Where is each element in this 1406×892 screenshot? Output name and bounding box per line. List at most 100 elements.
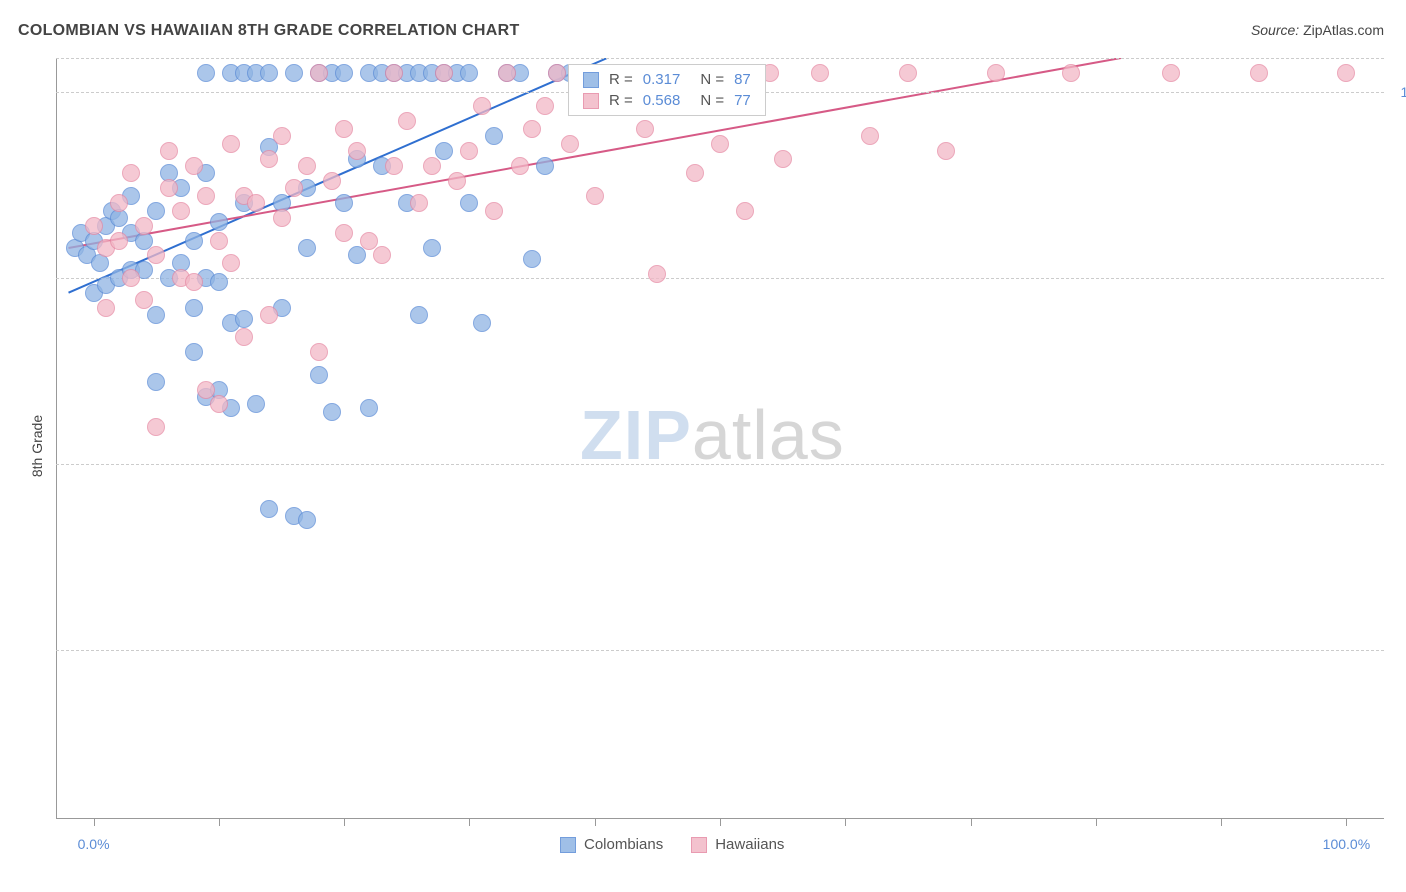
x-tick bbox=[94, 818, 95, 826]
scatter-point-hawaiians bbox=[987, 64, 1005, 82]
x-tick bbox=[1346, 818, 1347, 826]
x-tick bbox=[219, 818, 220, 826]
scatter-point-hawaiians bbox=[1337, 64, 1355, 82]
scatter-point-hawaiians bbox=[97, 299, 115, 317]
scatter-point-hawaiians bbox=[122, 164, 140, 182]
scatter-point-colombians bbox=[147, 373, 165, 391]
trend-lines-layer bbox=[56, 58, 1384, 818]
scatter-point-colombians bbox=[335, 64, 353, 82]
scatter-point-hawaiians bbox=[147, 246, 165, 264]
scatter-point-hawaiians bbox=[460, 142, 478, 160]
scatter-point-hawaiians bbox=[235, 328, 253, 346]
scatter-point-hawaiians bbox=[423, 157, 441, 175]
scatter-point-hawaiians bbox=[774, 150, 792, 168]
scatter-point-hawaiians bbox=[135, 291, 153, 309]
y-tick-label: 90.0% bbox=[1388, 456, 1406, 472]
scatter-point-hawaiians bbox=[273, 127, 291, 145]
scatter-point-hawaiians bbox=[1250, 64, 1268, 82]
scatter-point-hawaiians bbox=[523, 120, 541, 138]
scatter-point-hawaiians bbox=[586, 187, 604, 205]
y-axis-line bbox=[56, 58, 57, 818]
scatter-point-hawaiians bbox=[210, 232, 228, 250]
scatter-point-hawaiians bbox=[222, 135, 240, 153]
gridline bbox=[56, 278, 1384, 279]
scatter-point-colombians bbox=[285, 64, 303, 82]
scatter-point-hawaiians bbox=[197, 187, 215, 205]
x-tick bbox=[469, 818, 470, 826]
scatter-point-colombians bbox=[536, 157, 554, 175]
watermark: ZIPatlas bbox=[580, 395, 845, 475]
legend: Colombians Hawaiians bbox=[560, 836, 784, 853]
scatter-point-colombians bbox=[210, 213, 228, 231]
x-tick-label: 0.0% bbox=[78, 836, 110, 852]
plot-area: 85.0%90.0%95.0%100.0%0.0%100.0%ZIPatlasR… bbox=[56, 58, 1384, 818]
scatter-point-hawaiians bbox=[335, 120, 353, 138]
scatter-point-hawaiians bbox=[110, 232, 128, 250]
scatter-point-hawaiians bbox=[648, 265, 666, 283]
scatter-point-colombians bbox=[323, 403, 341, 421]
scatter-point-hawaiians bbox=[511, 157, 529, 175]
x-tick bbox=[720, 818, 721, 826]
scatter-point-colombians bbox=[485, 127, 503, 145]
scatter-point-hawaiians bbox=[899, 64, 917, 82]
scatter-point-hawaiians bbox=[636, 120, 654, 138]
source-text: ZipAtlas.com bbox=[1303, 22, 1384, 38]
scatter-point-colombians bbox=[147, 202, 165, 220]
scatter-point-hawaiians bbox=[260, 150, 278, 168]
legend-label: Colombians bbox=[584, 836, 663, 853]
scatter-point-colombians bbox=[147, 306, 165, 324]
scatter-point-hawaiians bbox=[160, 179, 178, 197]
x-tick bbox=[1096, 818, 1097, 826]
chart-title: COLOMBIAN VS HAWAIIAN 8TH GRADE CORRELAT… bbox=[18, 22, 520, 40]
scatter-point-hawaiians bbox=[385, 157, 403, 175]
stats-box: R =0.317N =87R =0.568N =77 bbox=[568, 64, 766, 116]
scatter-point-hawaiians bbox=[1062, 64, 1080, 82]
scatter-point-hawaiians bbox=[310, 343, 328, 361]
scatter-point-hawaiians bbox=[147, 418, 165, 436]
stats-row-colombians: R =0.317N =87 bbox=[569, 69, 765, 90]
legend-swatch-colombians bbox=[583, 72, 599, 88]
legend-label: Hawaiians bbox=[715, 836, 784, 853]
scatter-point-colombians bbox=[210, 273, 228, 291]
stats-r-label: R = bbox=[609, 71, 633, 88]
stats-r-label: R = bbox=[609, 92, 633, 109]
scatter-point-hawaiians bbox=[122, 269, 140, 287]
y-axis-label: 8th Grade bbox=[29, 415, 45, 477]
scatter-point-colombians bbox=[298, 239, 316, 257]
gridline bbox=[56, 58, 1384, 59]
scatter-point-colombians bbox=[260, 64, 278, 82]
scatter-point-hawaiians bbox=[323, 172, 341, 190]
scatter-point-hawaiians bbox=[185, 273, 203, 291]
scatter-point-hawaiians bbox=[561, 135, 579, 153]
legend-item-hawaiians: Hawaiians bbox=[691, 836, 784, 853]
scatter-point-hawaiians bbox=[473, 97, 491, 115]
gridline bbox=[56, 650, 1384, 651]
legend-swatch-hawaiians bbox=[583, 93, 599, 109]
scatter-point-colombians bbox=[423, 239, 441, 257]
scatter-point-hawaiians bbox=[160, 142, 178, 160]
scatter-point-hawaiians bbox=[448, 172, 466, 190]
scatter-point-colombians bbox=[185, 232, 203, 250]
y-tick-label: 100.0% bbox=[1388, 84, 1406, 100]
chart-container: COLOMBIAN VS HAWAIIAN 8TH GRADE CORRELAT… bbox=[0, 0, 1406, 892]
scatter-point-hawaiians bbox=[937, 142, 955, 160]
scatter-point-hawaiians bbox=[536, 97, 554, 115]
x-tick-label: 100.0% bbox=[1323, 836, 1370, 852]
scatter-point-hawaiians bbox=[298, 157, 316, 175]
scatter-point-colombians bbox=[410, 306, 428, 324]
scatter-point-colombians bbox=[473, 314, 491, 332]
scatter-point-hawaiians bbox=[222, 254, 240, 272]
y-tick-label: 95.0% bbox=[1388, 270, 1406, 286]
scatter-point-hawaiians bbox=[348, 142, 366, 160]
scatter-point-colombians bbox=[185, 343, 203, 361]
x-tick bbox=[971, 818, 972, 826]
scatter-point-hawaiians bbox=[85, 217, 103, 235]
scatter-point-hawaiians bbox=[736, 202, 754, 220]
scatter-point-hawaiians bbox=[310, 64, 328, 82]
scatter-point-hawaiians bbox=[498, 64, 516, 82]
stats-n-label: N = bbox=[700, 71, 724, 88]
scatter-point-hawaiians bbox=[185, 157, 203, 175]
x-tick bbox=[344, 818, 345, 826]
scatter-point-colombians bbox=[435, 142, 453, 160]
scatter-point-colombians bbox=[185, 299, 203, 317]
